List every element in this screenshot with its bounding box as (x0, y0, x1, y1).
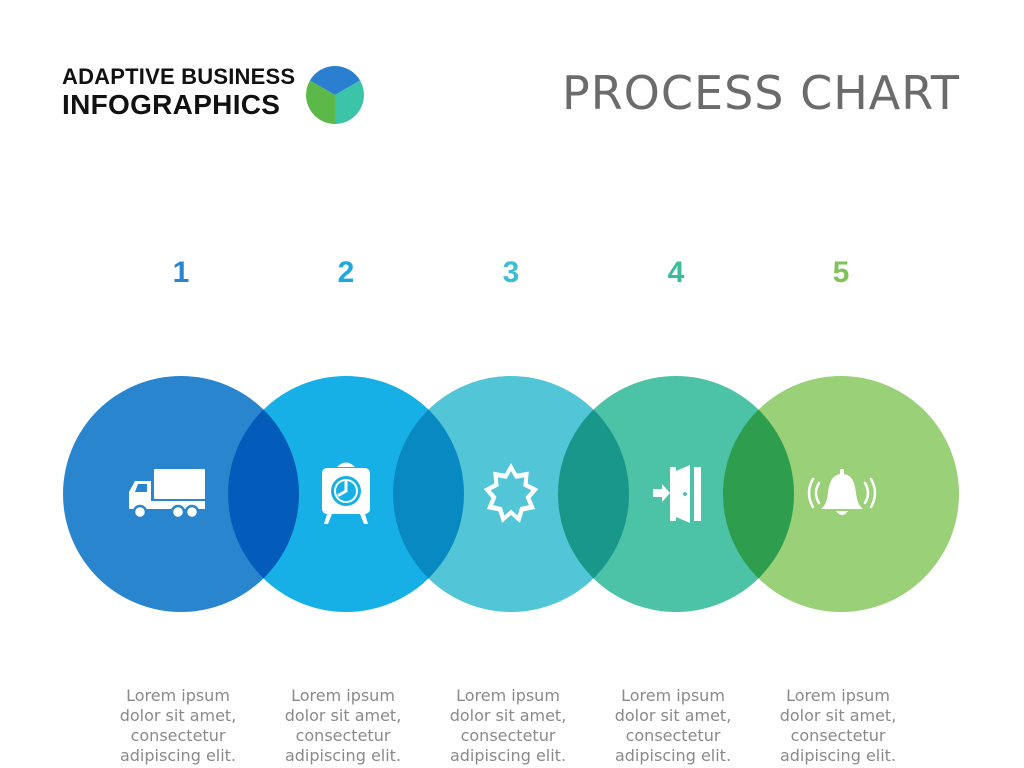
brand-line-2: INFOGRAPHICS (62, 89, 281, 120)
exit-door-icon (653, 465, 701, 523)
bell-icon (807, 469, 877, 515)
logo-segment-top (309, 66, 361, 95)
step-3-number: 3 (502, 256, 520, 289)
step-4-description: Lorem ipsum dolor sit amet, consectetur … (614, 686, 732, 765)
step-4-number: 4 (667, 256, 685, 289)
truck-icon (129, 469, 205, 520)
alarm-clock-icon (322, 462, 370, 524)
step-5-number: 5 (832, 256, 850, 289)
step-2-description: Lorem ipsum dolor sit amet, consectetur … (284, 686, 402, 765)
logo-segment-left (306, 80, 335, 124)
step-1-number: 1 (172, 256, 190, 289)
brand-line-1: ADAPTIVE BUSINESS (62, 64, 296, 89)
step-2-number: 2 (337, 256, 355, 289)
step-3-description: Lorem ipsum dolor sit amet, consectetur … (449, 686, 567, 765)
brand-logo-text: ADAPTIVE BUSINESS INFOGRAPHICS (62, 66, 295, 119)
step-5-description: Lorem ipsum dolor sit amet, consectetur … (779, 686, 897, 765)
starburst-icon (483, 463, 539, 523)
step-1-description: Lorem ipsum dolor sit amet, consectetur … (119, 686, 237, 765)
logo-segment-right (335, 80, 364, 124)
page-title: PROCESS CHART (561, 66, 960, 120)
brand-pie-logo-icon (306, 66, 364, 124)
